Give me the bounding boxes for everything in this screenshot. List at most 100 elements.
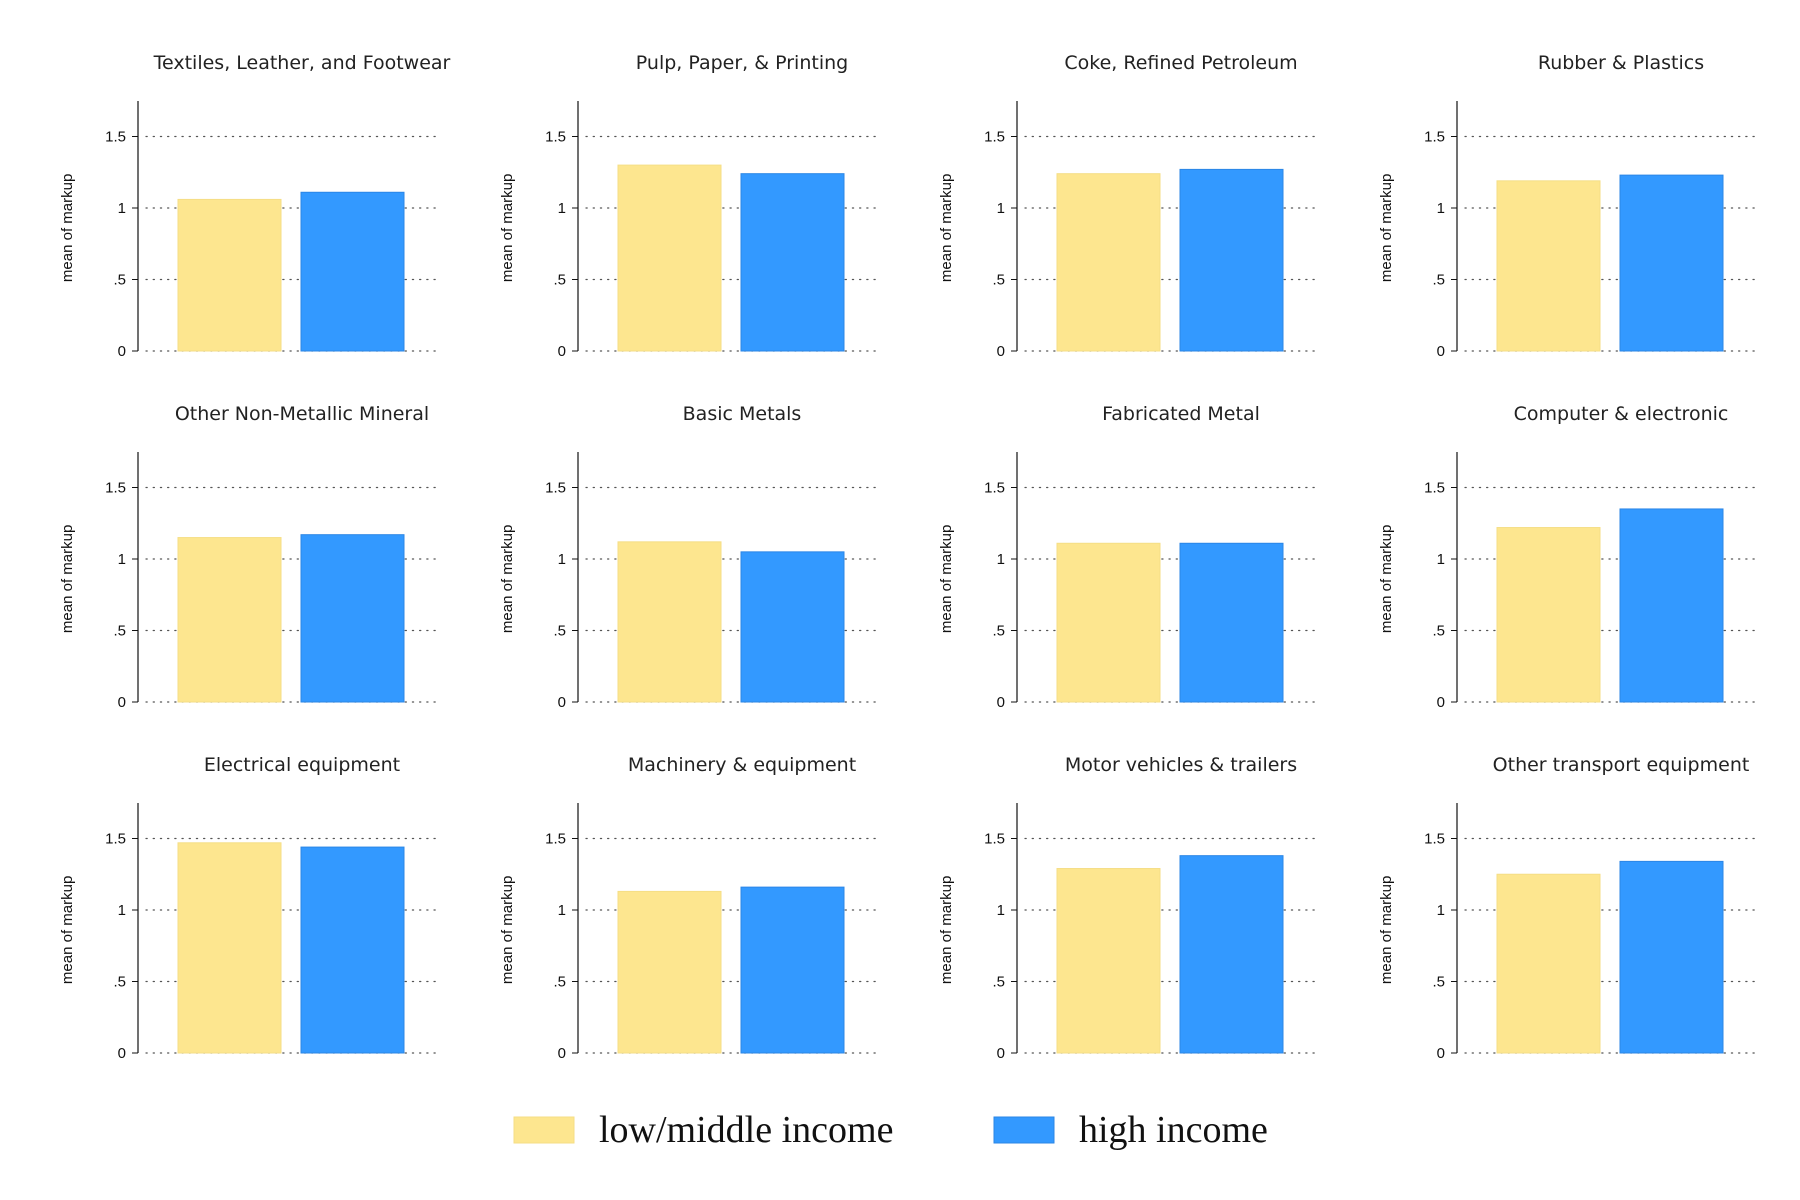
bar-high-income [1619,508,1724,703]
y-tick-label: .5 [553,974,566,991]
y-tick-label: .5 [553,623,566,640]
legend-label: low/middle income [599,1109,893,1151]
bar-high-income [300,846,405,1054]
y-tick-label: .5 [992,974,1005,991]
y-tick-label: 1 [558,551,566,568]
panels: Textiles, Leather, and Footwear0.511.5me… [59,52,1760,1062]
panel-title: Textiles, Leather, and Footwear [153,52,451,74]
bar-low-middle-income [617,890,722,1054]
bar-high-income [740,173,845,352]
bar-low-middle-income [1056,173,1161,352]
y-tick-label: 0 [118,1045,126,1062]
y-tick-label: 0 [118,694,126,711]
y-tick-label: 1 [118,551,126,568]
panel-title: Pulp, Paper, & Printing [636,52,848,74]
bar-low-middle-income [177,842,282,1054]
y-tick-label: .5 [113,623,126,640]
y-tick-label: 1 [1437,551,1445,568]
bar-low-middle-income [1496,527,1601,703]
y-tick-label: 0 [1437,1045,1445,1062]
bar-high-income [740,551,845,703]
bar-low-middle-income [1496,873,1601,1054]
panel: Basic Metals 0 .5 1 1.5 mean of markup [499,403,881,711]
y-tick-label: .5 [113,272,126,289]
y-axis-title: mean of markup [938,876,955,984]
y-axis-title: mean of markup [1378,174,1395,282]
panel: Other Non-Metallic Mineral 0 .5 1 1.5 mean of… [59,403,441,711]
panel: Computer & electronic 0 .5 1 1.5 mean of mark… [1378,403,1760,711]
y-axis-title: mean of markup [1378,876,1395,984]
y-tick-label: 1 [558,200,566,217]
y-tick-label: 1.5 [105,129,126,146]
y-tick-label: 1.5 [105,480,126,497]
panel: Coke, Refined Petroleum 0 .5 1 1.5 mean of ma… [938,52,1320,360]
y-tick-label: 1 [558,902,566,919]
panel: Fabricated Metal 0 .5 1 1.5 mean of markup [938,403,1320,711]
y-tick-label: 1 [1437,902,1445,919]
y-tick-label: 1.5 [984,831,1005,848]
y-axis-title: mean of markup [938,174,955,282]
y-tick-label: .5 [113,974,126,991]
y-tick-label: .5 [1432,974,1445,991]
y-tick-label: 1 [997,551,1005,568]
y-tick-label: 1.5 [1424,129,1445,146]
legend-label: high income [1079,1109,1268,1151]
panel: Pulp, Paper, & Printing 0 .5 1 1.5 mean of ma… [499,52,881,360]
y-tick-label: .5 [1432,623,1445,640]
panel: Other transport equipment 0 .5 1 1.5 mean of … [1378,754,1760,1062]
bar-low-middle-income [177,198,282,352]
y-axis-title: mean of markup [499,525,516,633]
bar-low-middle-income [617,164,722,352]
y-axis-title: mean of markup [59,525,76,633]
bar-high-income [300,191,405,352]
panel-title: Other transport equipment [1493,754,1750,776]
panel: Textiles, Leather, and Footwear 0 .5 1 1.5 me… [59,52,451,360]
y-tick-label: 0 [997,343,1005,360]
panel-title: Electrical equipment [204,754,400,776]
y-tick-label: 1.5 [545,129,566,146]
y-tick-label: 1.5 [545,831,566,848]
y-tick-label: 1 [997,902,1005,919]
bar-high-income [740,886,845,1054]
bar-high-income [1179,542,1284,703]
bar-low-middle-income [177,537,282,703]
y-axis-title: mean of markup [1378,525,1395,633]
legend-swatch [993,1116,1055,1144]
y-tick-label: 1.5 [105,831,126,848]
y-tick-label: 1.5 [545,480,566,497]
panel-title: Basic Metals [683,403,802,425]
y-tick-label: 0 [1437,343,1445,360]
panel-title: Motor vehicles & trailers [1065,754,1297,776]
y-tick-label: .5 [1432,272,1445,289]
bar-high-income [1179,168,1284,352]
y-tick-label: 1 [118,200,126,217]
panel-title: Computer & electronic [1514,403,1729,425]
y-axis-title: mean of markup [59,876,76,984]
bar-high-income [1619,860,1724,1054]
y-tick-label: 0 [558,694,566,711]
y-tick-label: 1 [997,200,1005,217]
panel-title: Fabricated Metal [1102,403,1260,425]
y-axis-title: mean of markup [499,876,516,984]
y-tick-label: 1 [1437,200,1445,217]
y-tick-label: 0 [997,1045,1005,1062]
y-tick-label: .5 [992,623,1005,640]
bar-low-middle-income [1056,868,1161,1054]
panel-title: Machinery & equipment [628,754,856,776]
y-tick-label: .5 [992,272,1005,289]
bar-low-middle-income [1056,542,1161,703]
y-tick-label: 1.5 [1424,480,1445,497]
bar-high-income [300,534,405,703]
y-tick-label: 0 [118,343,126,360]
y-tick-label: 1.5 [984,129,1005,146]
y-tick-label: 1.5 [984,480,1005,497]
panel-title: Other Non-Metallic Mineral [175,403,429,425]
y-tick-label: 1.5 [1424,831,1445,848]
panel-title: Coke, Refined Petroleum [1064,52,1297,74]
bar-low-middle-income [617,541,722,703]
y-axis-title: mean of markup [499,174,516,282]
y-axis-title: mean of markup [938,525,955,633]
legend-swatch [513,1116,575,1144]
panel: Motor vehicles & trailers 0 .5 1 1.5 mean of … [938,754,1320,1062]
